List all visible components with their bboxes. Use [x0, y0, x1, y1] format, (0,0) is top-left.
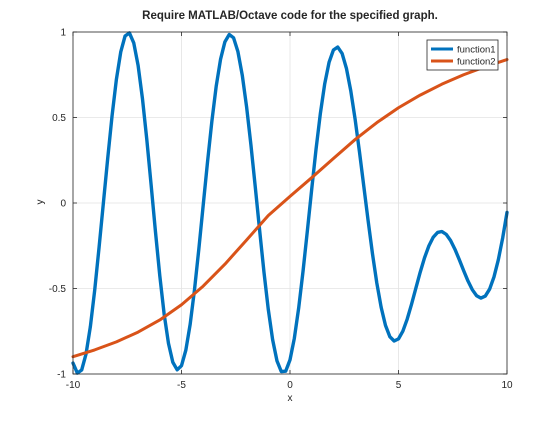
x-tick-label: -10 — [66, 380, 81, 391]
x-tick-label: 10 — [501, 380, 513, 391]
y-tick-label: 0.5 — [52, 113, 66, 124]
y-tick-label: -1 — [57, 370, 66, 381]
x-axis-label: x — [288, 393, 293, 404]
function2-line — [71, 58, 509, 359]
x-tick-label: -5 — [177, 380, 186, 391]
axis-ticks: -10 -5 0 5 10 -1 -0.5 0 0.5 1 — [49, 28, 513, 392]
y-tick-label: 1 — [60, 28, 66, 39]
function1-line — [71, 31, 509, 375]
legend-label-function1: function1 — [457, 45, 496, 56]
plot-series — [71, 31, 509, 375]
y-tick-label: -0.5 — [49, 284, 67, 295]
chart-title: Require MATLAB/Octave code for the speci… — [142, 10, 438, 22]
y-axis-label: y — [35, 200, 46, 205]
x-tick-label: 5 — [396, 380, 402, 391]
legend-box — [426, 39, 499, 71]
legend-label-function2: function2 — [457, 57, 496, 68]
x-tick-label: 0 — [287, 380, 293, 391]
y-tick-label: 0 — [60, 199, 66, 210]
